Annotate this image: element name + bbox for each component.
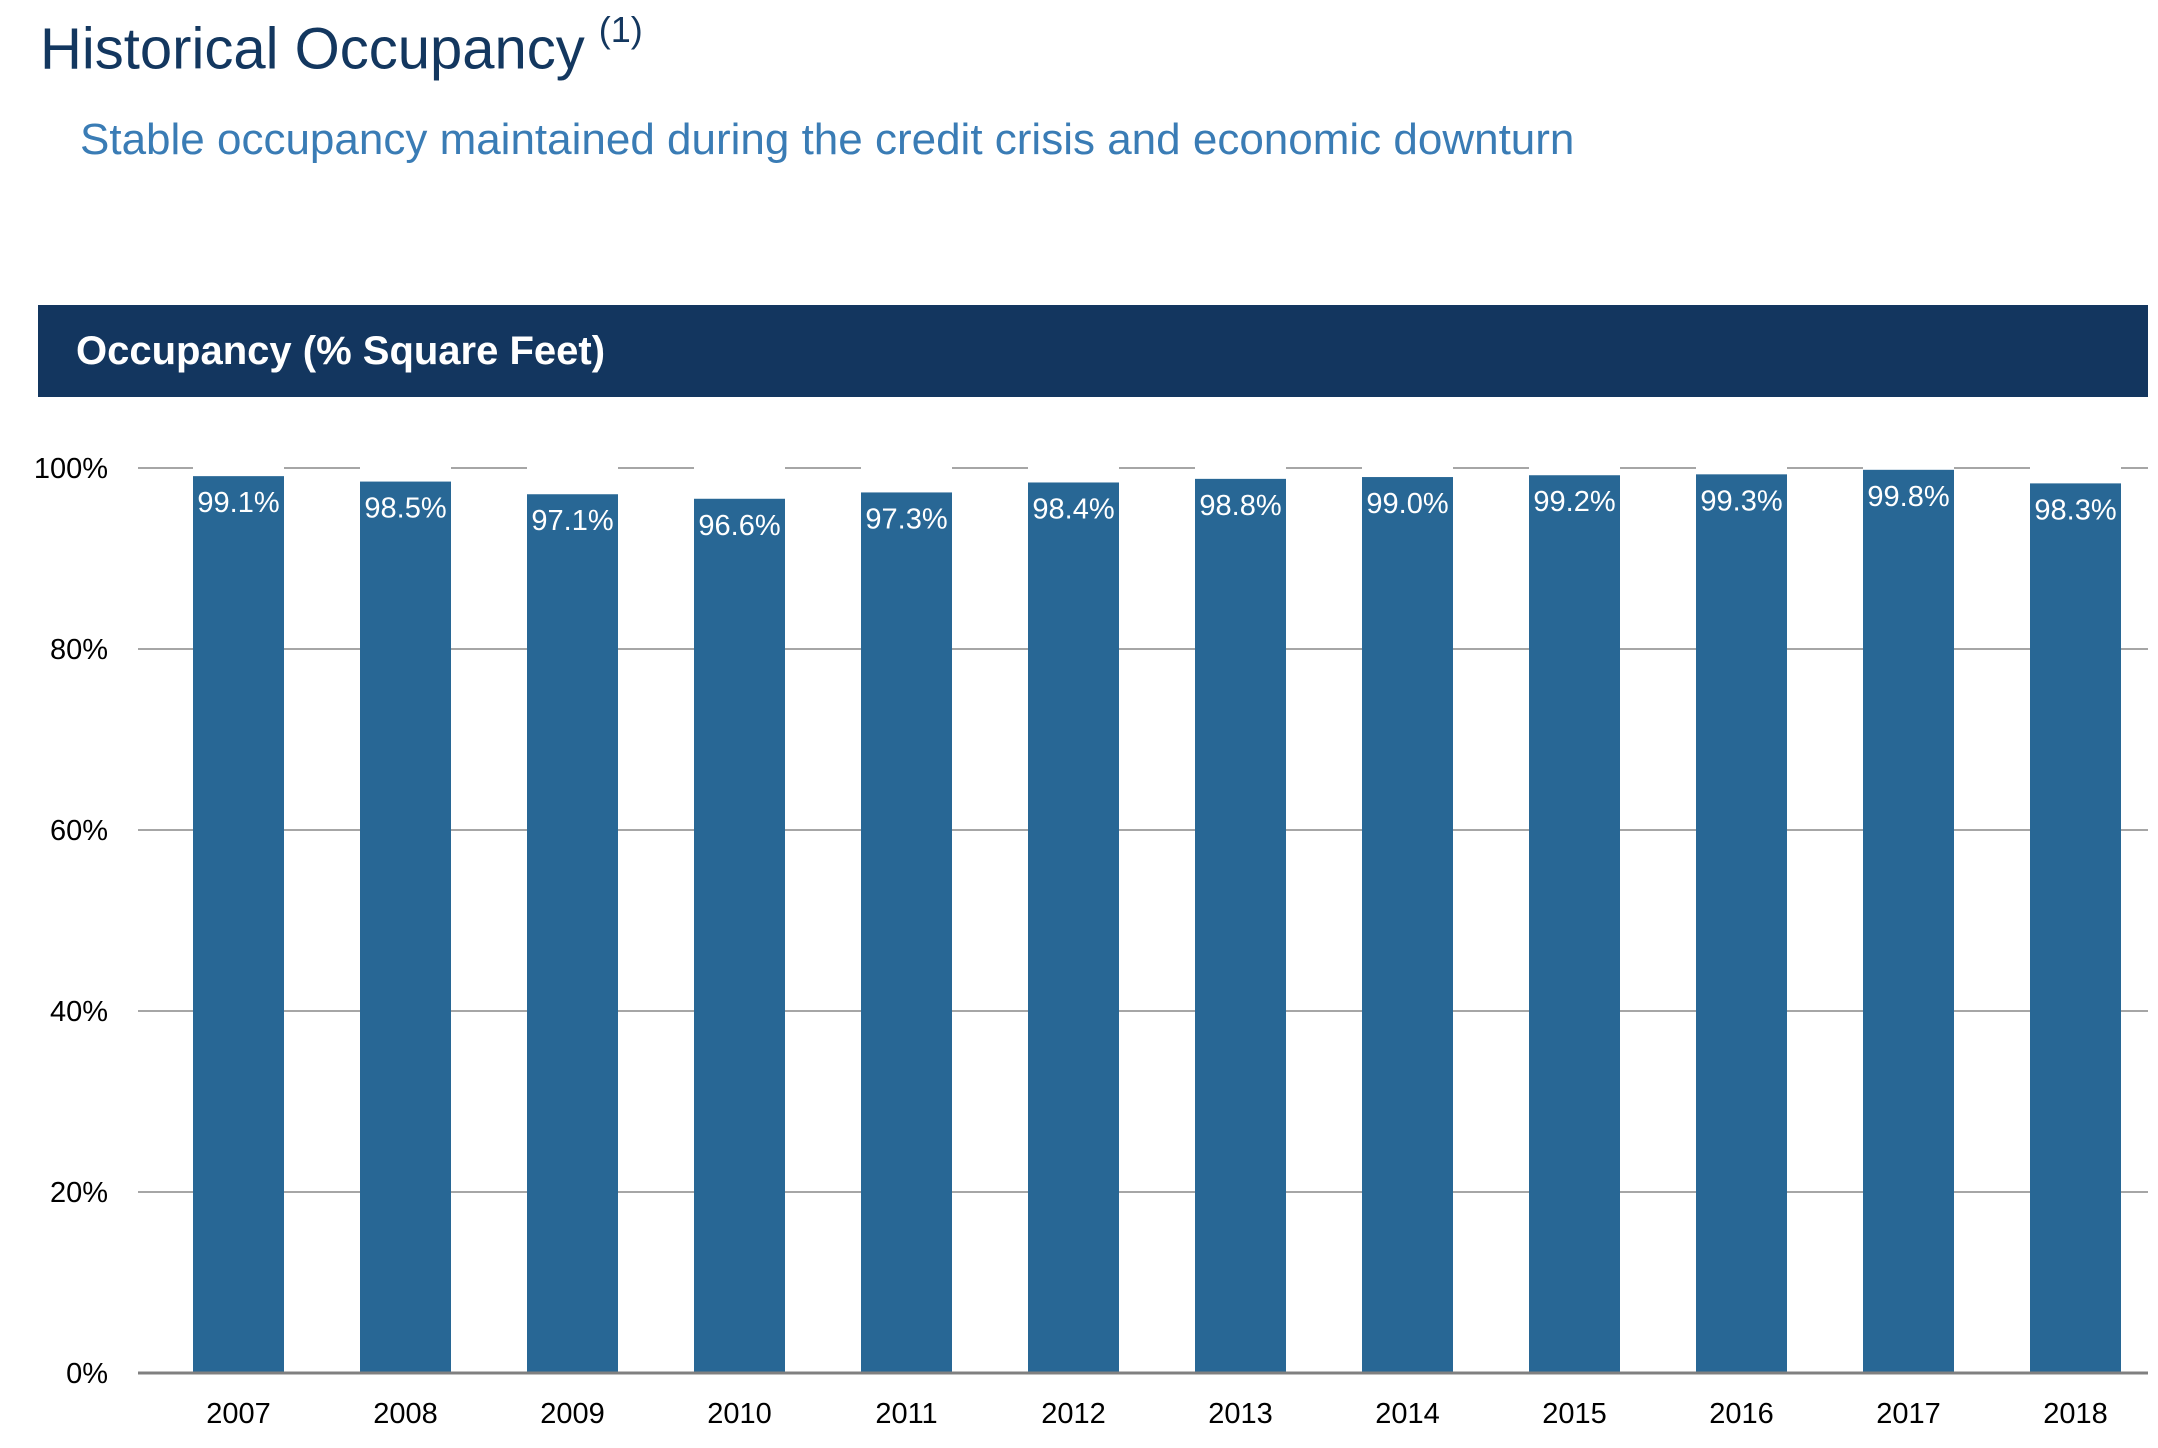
bar-2011 xyxy=(861,492,952,1373)
bars xyxy=(193,469,2121,1374)
bar-2010 xyxy=(694,498,785,1373)
bar-2012 xyxy=(1028,482,1119,1374)
page-title-text: Historical Occupancy xyxy=(40,16,585,82)
bar-2009 xyxy=(527,494,618,1373)
data-label: 98.4% xyxy=(1032,493,1114,525)
y-tick-label: 20% xyxy=(50,1177,108,1209)
data-label: 99.3% xyxy=(1700,485,1782,517)
data-label: 99.1% xyxy=(197,487,279,519)
data-label: 98.5% xyxy=(364,493,446,525)
bar-2015 xyxy=(1529,475,1620,1373)
x-tick-label: 2008 xyxy=(373,1398,438,1430)
bar-2014 xyxy=(1362,477,1453,1373)
y-tick-label: 40% xyxy=(50,996,108,1028)
data-label: 97.3% xyxy=(865,503,947,535)
data-label: 97.1% xyxy=(531,505,613,537)
x-tick-label: 2014 xyxy=(1375,1398,1440,1430)
data-label: 99.2% xyxy=(1533,486,1615,518)
x-tick-label: 2017 xyxy=(1876,1398,1941,1430)
x-tick-label: 2018 xyxy=(2043,1398,2108,1430)
data-label: 98.8% xyxy=(1199,490,1281,522)
data-label: 99.8% xyxy=(1867,481,1949,513)
bar-2016 xyxy=(1696,474,1787,1374)
page-subtitle: Stable occupancy maintained during the c… xyxy=(80,115,1575,164)
y-tick-label: 80% xyxy=(50,634,108,666)
chart-panel-title: Occupancy (% Square Feet) xyxy=(76,329,606,373)
bar-2007 xyxy=(193,476,284,1373)
footnote-marker: (1) xyxy=(598,9,643,50)
page-title: Historical Occupancy (1) xyxy=(40,9,643,84)
bar-2013 xyxy=(1195,478,1286,1373)
gridlines xyxy=(138,467,2148,1193)
x-tick-label: 2013 xyxy=(1208,1398,1273,1430)
x-tick-label: 2011 xyxy=(875,1398,937,1430)
data-label: 98.3% xyxy=(2034,494,2116,526)
x-tick-label: 2016 xyxy=(1709,1398,1774,1430)
data-label: 99.0% xyxy=(1366,488,1448,520)
y-tick-label: 100% xyxy=(34,453,108,485)
x-tick-label: 2012 xyxy=(1041,1398,1106,1430)
x-tick-label: 2007 xyxy=(206,1398,271,1430)
bar-2008 xyxy=(360,481,451,1373)
x-tick-label: 2010 xyxy=(707,1398,772,1430)
x-tick-label: 2009 xyxy=(540,1398,605,1430)
x-tick-label: 2015 xyxy=(1542,1398,1607,1430)
y-tick-label: 60% xyxy=(50,815,108,847)
bar-2018 xyxy=(2030,483,2121,1373)
data-label: 96.6% xyxy=(698,510,780,542)
chart-panel-header: Occupancy (% Square Feet) xyxy=(38,305,2148,397)
labels: 0% 20% 40% 60% 80% 100% 99.1% 2007 98.5% 2008 97.1… xyxy=(34,453,2117,1430)
y-tick-label: 0% xyxy=(66,1358,108,1390)
bar-2017 xyxy=(1863,469,1954,1373)
